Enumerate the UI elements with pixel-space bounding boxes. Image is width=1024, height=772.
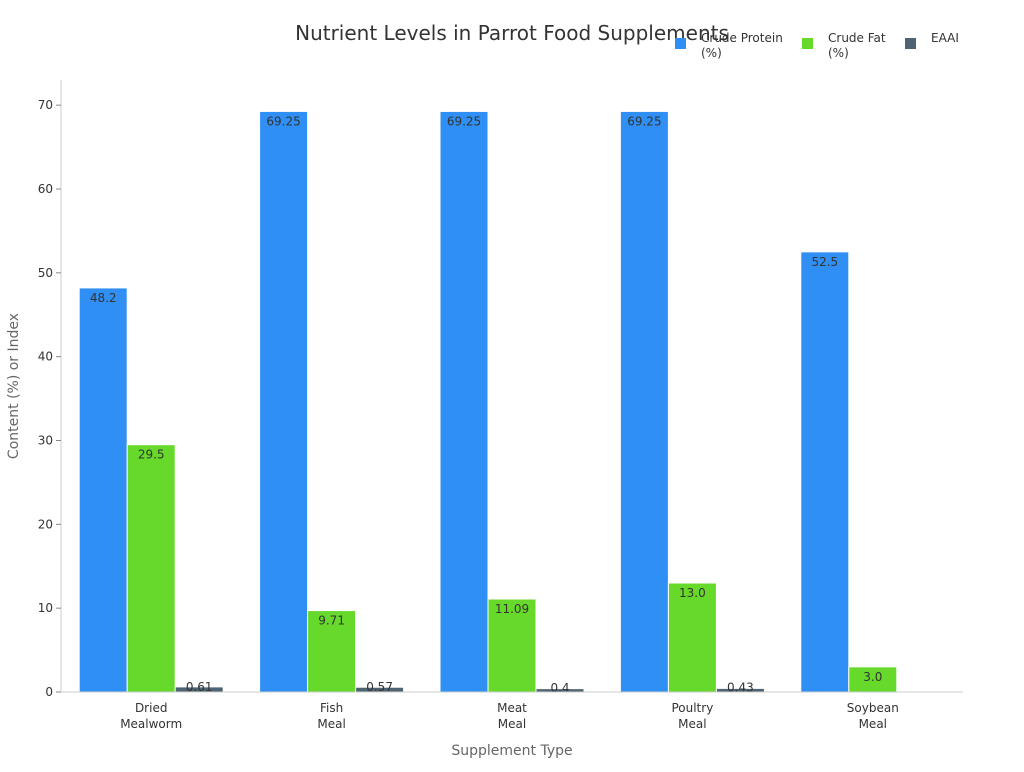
data-label-2-2: 9.71 <box>318 614 345 628</box>
y-tick-label: 50 <box>38 266 53 280</box>
x-tick-label: Poultry Meal <box>671 701 713 731</box>
data-label-1-1: 48.2 <box>90 291 117 305</box>
legend-item-1: Crude Protein (%) <box>675 31 783 60</box>
bar-2-3 <box>487 598 537 693</box>
x-axis-title: Supplement Type <box>451 743 572 759</box>
bar-2-4 <box>667 582 717 693</box>
legend-item-2: Crude Fat (%) <box>802 31 886 60</box>
bar-1-1 <box>78 287 128 693</box>
data-label-3-2: 0.57 <box>366 680 393 694</box>
y-axis-title: Content (%) or Index <box>6 313 22 459</box>
data-label-1-3: 69.25 <box>447 114 481 128</box>
y-tick-label: 60 <box>38 182 53 196</box>
data-label-3-3: 0.4 <box>550 681 569 695</box>
chart-title: Nutrient Levels in Parrot Food Supplemen… <box>295 21 729 45</box>
data-label-2-3: 11.09 <box>495 602 529 616</box>
y-tick-label: 10 <box>38 601 53 615</box>
bar-2-2 <box>307 610 357 693</box>
y-tick-label: 70 <box>38 98 53 112</box>
legend-swatch <box>905 38 916 49</box>
y-tick-label: 0 <box>45 685 53 699</box>
legend-label: EAAI <box>931 31 959 45</box>
data-label-3-1: 0.61 <box>186 680 213 694</box>
legend-item-3: EAAI <box>905 31 959 49</box>
data-label-2-1: 29.5 <box>138 448 165 462</box>
bar-2-5 <box>848 666 898 693</box>
bar-1-4 <box>619 110 669 693</box>
legend-swatch <box>675 38 686 49</box>
data-label-1-4: 69.25 <box>627 114 661 128</box>
bar-2-1 <box>126 444 176 693</box>
y-tick-label: 20 <box>38 517 53 531</box>
x-tick-label: Soybean Meal <box>847 701 899 731</box>
x-tick-label: Fish Meal <box>317 701 345 731</box>
legend-label: Crude Protein (%) <box>701 31 783 60</box>
data-labels-layer: 48.2 69.25 69.25 69.25 52.5 29.5 9.71 11.09 13.0… <box>90 114 883 694</box>
data-label-1-2: 69.25 <box>266 114 300 128</box>
legend-label: Crude Fat (%) <box>828 31 886 60</box>
legend: Crude Protein (%) Crude Fat (%) EAAI <box>675 31 959 60</box>
data-label-3-4: 0.43 <box>727 681 754 695</box>
legend-swatch <box>802 38 813 49</box>
bar-1-5 <box>800 251 850 693</box>
bar-1-2 <box>259 110 309 693</box>
y-tick-label: 40 <box>38 350 53 364</box>
data-label-1-5: 52.5 <box>811 255 838 269</box>
bar-1-3 <box>439 110 489 693</box>
axes-layer: 0 10 20 30 40 50 60 70 Dried Mealworm Fish Meal Meat… <box>38 80 963 731</box>
x-tick-label: Meat Meal <box>497 701 527 731</box>
bars-layer <box>78 110 898 693</box>
y-tick-label: 30 <box>38 433 53 447</box>
x-tick-label: Dried Mealworm <box>120 701 182 731</box>
data-label-2-5: 3.0 <box>863 670 882 684</box>
data-label-2-4: 13.0 <box>679 586 706 600</box>
